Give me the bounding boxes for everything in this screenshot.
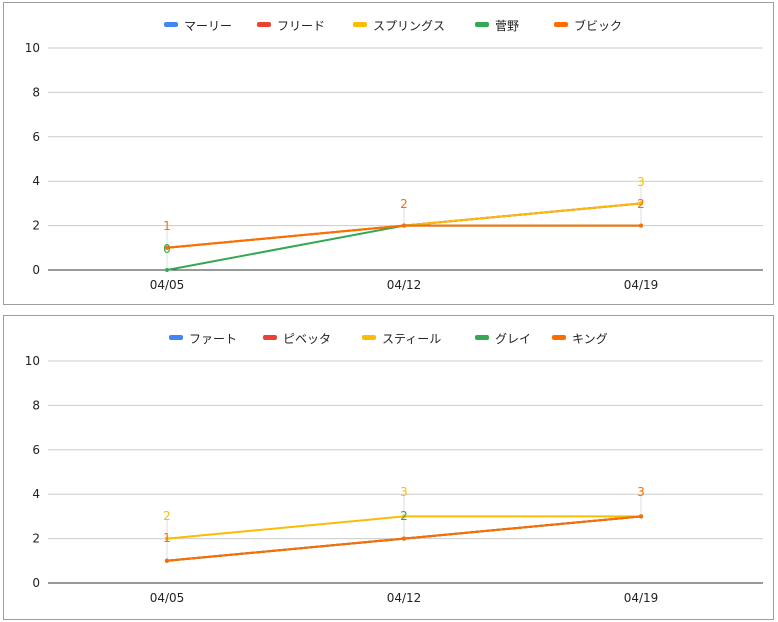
series-5-point <box>402 223 406 228</box>
legend-swatch-4 <box>475 22 489 27</box>
series-line-4 <box>166 224 641 271</box>
data-label: 3 <box>637 175 645 189</box>
y-tick-label: 4 <box>32 174 40 188</box>
data-label: 1 <box>163 531 171 545</box>
y-tick-label: 8 <box>32 85 40 99</box>
y-tick-label: 0 <box>32 576 40 590</box>
y-tick-label: 0 <box>32 263 40 277</box>
series-5-point <box>639 223 643 228</box>
series-3-point <box>402 514 406 519</box>
x-tick-label: 04/12 <box>387 278 422 292</box>
data-label: 2 <box>637 197 645 211</box>
x-tick-label: 04/05 <box>150 591 185 605</box>
y-tick-label: 6 <box>32 130 40 144</box>
x-tick-label: 04/19 <box>624 278 659 292</box>
legend-label-4: 菅野 <box>495 19 519 33</box>
legend-swatch-1 <box>164 22 178 27</box>
legend-label-2: ピベッタ <box>283 332 331 346</box>
legend-swatch-5 <box>552 335 566 340</box>
chart-panel-1: マーリー フリード スプリングス 菅野 ブビック 0 2 4 6 8 10 04/05 04/12 04/… <box>3 2 774 305</box>
series-4-point <box>165 268 169 272</box>
series-5-point <box>165 245 169 250</box>
series-5-point <box>402 536 406 541</box>
legend-swatch-4 <box>475 335 489 340</box>
data-label: 3 <box>637 485 645 499</box>
series-5-point <box>639 514 643 519</box>
legend-swatch-2 <box>257 22 271 27</box>
legend-swatch-3 <box>362 335 376 340</box>
series-line-5 <box>166 224 641 249</box>
legend-label-4: グレイ <box>495 332 531 346</box>
data-label: 0 <box>163 242 171 256</box>
x-tick-label: 04/19 <box>624 591 659 605</box>
data-label: 3 <box>400 485 408 499</box>
legend-label-5: キング <box>572 332 608 346</box>
series-3-point <box>165 536 169 541</box>
y-tick-label: 2 <box>32 219 40 233</box>
series-5-point <box>165 558 169 563</box>
data-label: 1 <box>163 219 171 233</box>
legend-label-1: マーリー <box>184 19 232 33</box>
data-label: 2 <box>163 509 171 523</box>
line-chart-2: ファート ピベッタ スティール グレイ キング 0 2 4 6 8 10 04/05 04/12 04/1… <box>25 332 763 605</box>
y-tick-label: 2 <box>32 532 40 546</box>
x-tick-label: 04/12 <box>387 591 422 605</box>
legend-swatch-2 <box>263 335 277 340</box>
y-tick-label: 6 <box>32 443 40 457</box>
series-3-point <box>639 201 643 206</box>
legend-label-1: ファート <box>189 332 237 346</box>
y-tick-label: 10 <box>25 354 40 368</box>
data-label: 2 <box>400 509 408 523</box>
legend-swatch-3 <box>353 22 367 27</box>
legend-label-3: スティール <box>382 332 441 346</box>
legend-label-3: スプリングス <box>373 19 445 33</box>
x-tick-label: 04/05 <box>150 278 185 292</box>
legend-swatch-1 <box>169 335 183 340</box>
chart-panel-2: ファート ピベッタ スティール グレイ キング 0 2 4 6 8 10 04/05 04/12 04/1… <box>3 315 774 620</box>
y-tick-label: 8 <box>32 398 40 412</box>
y-tick-label: 10 <box>25 41 40 55</box>
legend-label-2: フリード <box>277 19 325 33</box>
legend-label-5: ブビック <box>574 18 622 33</box>
data-label: 2 <box>400 197 408 211</box>
legend-swatch-5 <box>554 22 568 27</box>
y-tick-label: 4 <box>32 487 40 501</box>
